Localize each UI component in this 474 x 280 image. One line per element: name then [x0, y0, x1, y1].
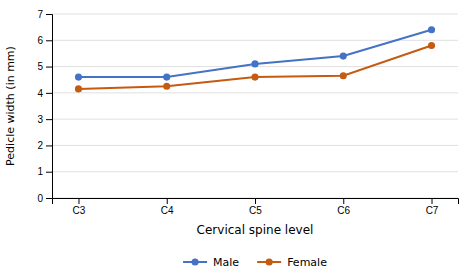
y-axis: 0 1 2 3 4 5 6 7 [37, 9, 52, 204]
series [75, 26, 435, 80]
grid-line [52, 119, 458, 120]
x-axis-title: Cervical spine level [197, 223, 314, 237]
x-tick-label: C3 [73, 205, 86, 216]
y-tick-mark [46, 93, 52, 94]
x-tick: C5 [249, 198, 262, 216]
grid-line [52, 92, 458, 93]
legend-marker [266, 258, 273, 265]
y-tick-label: 5 [37, 61, 43, 72]
point [75, 85, 82, 92]
line [78, 30, 431, 77]
legend-marker [192, 258, 199, 265]
legend: Male Female [183, 256, 327, 269]
point [340, 52, 347, 59]
x-tick-label: C6 [337, 205, 350, 216]
y-tick-mark [46, 198, 52, 199]
point [428, 26, 435, 33]
y-axis-title: Pedicle width (in mm) [4, 46, 17, 166]
series-group [75, 26, 435, 92]
y-tick-mark [46, 119, 52, 120]
y-tick-label: 3 [37, 114, 43, 125]
y-tick-mark [46, 172, 52, 173]
y-tick-label: 6 [37, 35, 43, 46]
x-tick-label: C5 [249, 205, 262, 216]
point [428, 42, 435, 49]
y-tick-mark [46, 67, 52, 68]
y-tick-label: 0 [37, 193, 43, 204]
y-tick-mark [46, 14, 52, 15]
point [251, 60, 258, 67]
point [251, 74, 258, 81]
chart: C3 C4 C5 C6 C7 0 1 2 3 4 5 6 7 Cervical spine level Pe… [0, 0, 474, 280]
point [75, 74, 82, 81]
x-tick-mark [78, 198, 79, 204]
y-tick: 5 [37, 61, 52, 72]
x-axis-line [53, 199, 459, 205]
y-tick: 1 [37, 166, 52, 177]
x-tick: C6 [337, 198, 350, 216]
series [75, 42, 435, 93]
y-tick: 3 [37, 114, 52, 125]
point [163, 74, 170, 81]
grid-line [52, 145, 458, 146]
y-tick: 6 [37, 35, 52, 46]
y-tick: 7 [37, 9, 52, 20]
y-tick: 4 [37, 88, 52, 99]
point [340, 72, 347, 79]
grid-line [52, 171, 458, 172]
y-tick-mark [46, 40, 52, 41]
x-tick-mark [432, 198, 433, 204]
y-tick-label: 7 [37, 9, 43, 20]
grid [52, 14, 458, 198]
point [163, 83, 170, 90]
y-tick: 2 [37, 140, 52, 151]
y-tick: 0 [37, 193, 52, 204]
y-axis-line [46, 15, 53, 199]
legend-label: Male [213, 256, 239, 269]
plot: C3 C4 C5 C6 C7 0 1 2 3 4 5 6 7 [37, 9, 458, 216]
x-tick-label: C7 [426, 205, 439, 216]
y-tick-mark [46, 145, 52, 146]
x-axis: C3 C4 C5 C6 C7 [53, 198, 459, 216]
x-tick: C4 [161, 198, 174, 216]
line [78, 46, 431, 89]
y-tick-label: 1 [37, 166, 43, 177]
legend-item: Male [183, 256, 239, 269]
x-tick-mark [255, 198, 256, 204]
x-tick-mark [167, 198, 168, 204]
x-tick-label: C4 [161, 205, 174, 216]
x-tick: C7 [426, 198, 439, 216]
y-tick-label: 4 [37, 88, 43, 99]
legend-item: Female [257, 256, 327, 269]
x-tick: C3 [73, 198, 86, 216]
x-tick-mark [343, 198, 344, 204]
y-tick-label: 2 [37, 140, 43, 151]
legend-label: Female [287, 256, 327, 269]
grid-line [52, 14, 458, 15]
